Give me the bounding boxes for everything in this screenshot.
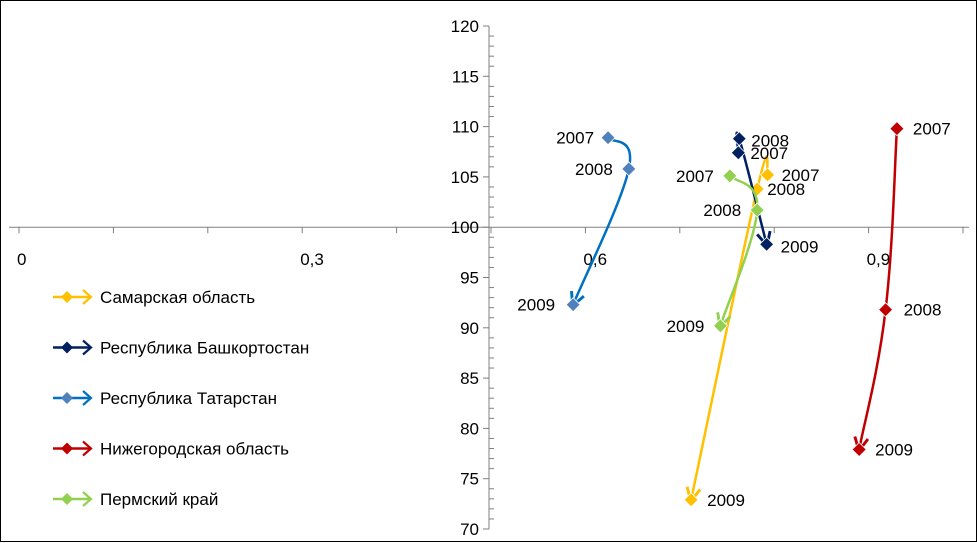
data-point-label: 2009 — [875, 441, 913, 460]
data-point-label: 2008 — [575, 160, 613, 179]
data-point-marker — [621, 161, 637, 177]
axes: 70 75 80 85 90 95 100 105 110 115 120 0 0,3 0,6 0,9 — [9, 17, 969, 539]
legend-label: Республика Татарстан — [100, 389, 277, 408]
data-point-marker — [749, 202, 765, 218]
legend: Самарская область Республика Башкортостан… — [53, 288, 309, 509]
data-point-marker — [760, 167, 776, 183]
legend-label: Нижегородская область — [100, 440, 289, 459]
series-layer: 2007200820092007200820092007200820092007… — [517, 120, 950, 510]
data-point-label: 2009 — [707, 491, 745, 510]
data-point-label: 2009 — [517, 296, 555, 315]
y-tick-label: 115 — [452, 67, 479, 86]
series-line-5 — [720, 174, 759, 326]
x-tick-label: 0,9 — [867, 250, 891, 269]
x-tick-label: 0,3 — [300, 250, 324, 269]
data-point-marker — [722, 168, 738, 184]
y-tick-label: 75 — [460, 470, 479, 489]
data-point-label: 2008 — [703, 201, 741, 220]
y-tick-label: 100 — [451, 218, 479, 237]
data-point-label: 2007 — [676, 167, 714, 186]
legend-label: Самарская область — [100, 288, 255, 307]
data-point-marker — [731, 131, 747, 147]
legend-marker — [61, 291, 73, 303]
data-point-label: 2007 — [556, 129, 594, 148]
y-tick-label: 85 — [460, 369, 479, 388]
legend-item: Республика Башкортостан — [53, 339, 309, 358]
data-point-label: 2007 — [750, 144, 788, 163]
data-point-marker — [600, 130, 616, 146]
legend-item: Самарская область — [53, 288, 255, 307]
series-line-4 — [859, 128, 899, 450]
data-point-label: 2007 — [782, 166, 820, 185]
legend-arrow — [82, 390, 93, 406]
data-point-marker — [712, 318, 728, 334]
data-point-label: 2009 — [781, 237, 819, 256]
data-point-marker — [565, 297, 581, 313]
data-point-marker — [878, 302, 894, 318]
data-point-label: 2008 — [767, 180, 805, 199]
legend-arrow — [82, 491, 93, 507]
legend-arrow — [82, 339, 93, 356]
y-tick-label: 70 — [460, 520, 479, 539]
data-point-marker — [889, 121, 905, 137]
legend-marker — [61, 341, 73, 354]
legend-marker — [61, 392, 73, 404]
data-point-label: 2009 — [667, 317, 705, 336]
legend-marker — [61, 442, 73, 455]
y-tick-label: 105 — [451, 168, 479, 187]
data-point-marker — [759, 236, 775, 252]
data-point-marker — [730, 145, 746, 161]
data-point-label: 2008 — [751, 132, 789, 151]
data-point-label: 2008 — [904, 301, 942, 320]
data-point-marker — [851, 441, 867, 458]
y-tick-label: 120 — [451, 17, 479, 36]
legend-arrow — [82, 289, 93, 305]
series-line-3 — [573, 136, 632, 305]
y-tick-label: 80 — [460, 419, 479, 438]
y-tick-label: 110 — [452, 118, 479, 137]
legend-marker — [61, 493, 73, 505]
series-line-1 — [691, 155, 769, 500]
legend-item: Пермский край — [53, 490, 218, 509]
y-tick-label: 95 — [460, 269, 479, 288]
y-tick-label: 90 — [460, 319, 479, 338]
x-tick-label: 0,6 — [583, 250, 607, 269]
data-point-label: 2007 — [913, 120, 951, 139]
legend-item: Нижегородская область — [53, 440, 289, 459]
x-tick-label: 0 — [17, 250, 26, 269]
legend-label: Пермский край — [100, 490, 218, 509]
data-point-marker — [683, 492, 699, 508]
legend-item: Республика Татарстан — [53, 389, 277, 408]
legend-label: Республика Башкортостан — [100, 339, 309, 358]
legend-arrow — [82, 440, 93, 457]
